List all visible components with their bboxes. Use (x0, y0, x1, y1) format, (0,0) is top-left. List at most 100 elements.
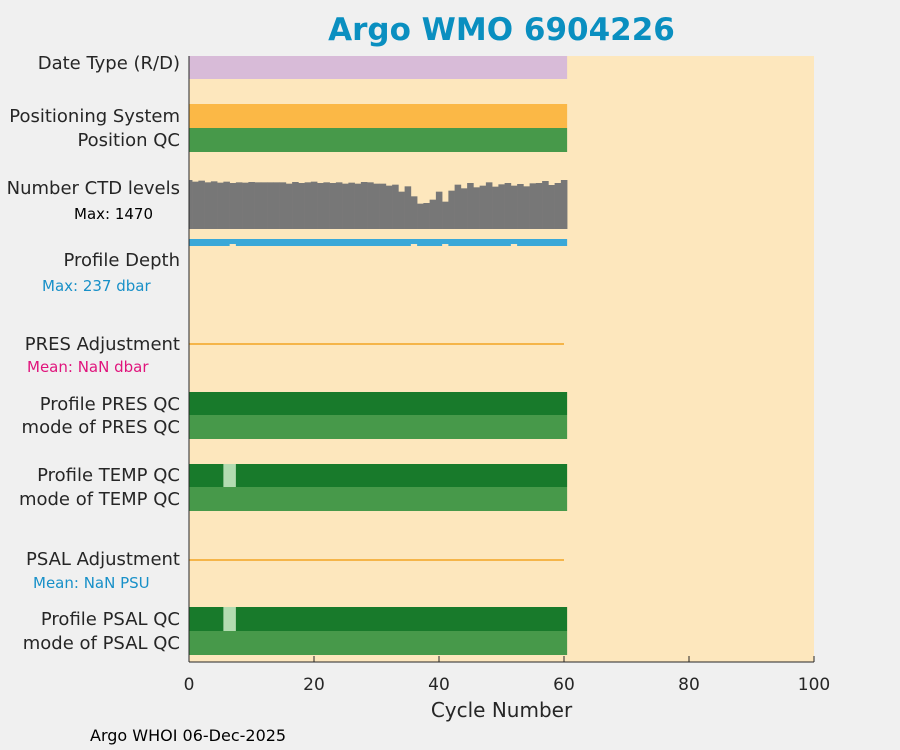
label-positioning-system: Positioning System (9, 106, 180, 127)
ctd-level-bar (423, 203, 430, 229)
ctd-level-bar (323, 182, 330, 229)
ctd-level-bar (548, 185, 555, 229)
x-tick-60: 60 (553, 675, 575, 695)
ctd-level-bar (192, 181, 199, 229)
ctd-level-bar (542, 181, 549, 229)
ctd-max-label: Max: 1470 (74, 205, 154, 223)
ctd-level-bar (304, 182, 312, 229)
bar-profile-depth (189, 239, 568, 246)
ctd-level-bar (460, 188, 468, 229)
ctd-level-bar (348, 182, 355, 229)
ctd-level-bar (204, 182, 212, 229)
ctd-level-bar (242, 182, 249, 229)
ctd-level-bar (335, 182, 343, 229)
ctd-level-bar (467, 183, 474, 229)
ctd-level-bar (373, 183, 380, 229)
ctd-level-bar (517, 184, 524, 229)
bar-mode-temp-qc (189, 487, 568, 511)
x-tick-40: 40 (428, 675, 450, 695)
ctd-level-bar (417, 203, 424, 229)
ctd-level-bar (523, 186, 530, 229)
bar-date-type (189, 56, 568, 79)
ctd-level-bar (292, 182, 299, 229)
psal-qc-exception (223, 607, 236, 631)
ctd-level-bar (267, 182, 274, 229)
depth-gap (510, 244, 518, 246)
ctd-level-bar (260, 182, 268, 229)
ctd-level-bar (504, 183, 512, 229)
chart-title: Argo WMO 6904226 (328, 12, 675, 48)
ctd-level-bar (217, 182, 224, 229)
bar-profile-temp-qc (189, 464, 568, 487)
x-tick-20: 20 (303, 675, 325, 695)
ctd-level-bar (473, 187, 480, 229)
ctd-level-bar (442, 201, 449, 229)
ctd-level-bar (479, 185, 487, 229)
ctd-level-bar (279, 182, 287, 229)
x-tick-100: 100 (797, 675, 831, 695)
ctd-level-bar (273, 182, 280, 229)
depth-gap (442, 244, 449, 246)
label-profile-pres-qc: Profile PRES QC (39, 394, 180, 415)
ctd-level-bar (448, 190, 455, 229)
ctd-level-bar (298, 183, 305, 229)
x-tick-80: 80 (678, 675, 700, 695)
ctd-level-bar (492, 186, 499, 229)
ctd-level-bar (498, 184, 505, 229)
ctd-level-bar (254, 182, 262, 229)
ctd-level-bar (454, 184, 462, 229)
bar-mode-psal-qc (189, 631, 568, 655)
ctd-level-bar (198, 180, 205, 229)
temp-qc-exception (223, 464, 236, 487)
ctd-level-bar (435, 191, 443, 229)
ctd-level-bar (404, 186, 412, 229)
ctd-level-bar (285, 183, 293, 229)
ctd-level-bar (485, 182, 493, 229)
ctd-level-bar (329, 183, 337, 229)
ctd-level-bar (560, 180, 568, 229)
ctd-level-bar (510, 185, 518, 229)
ctd-level-bar (360, 182, 368, 229)
label-position-qc: Position QC (77, 130, 180, 151)
bar-mode-pres-qc (189, 415, 568, 439)
ctd-level-bar (210, 181, 218, 229)
bar-position-qc (189, 128, 568, 152)
ctd-level-bar (342, 183, 349, 229)
label-mode-pres-qc: mode of PRES QC (21, 417, 180, 438)
label-pres-adjustment: PRES Adjustment (24, 334, 180, 355)
label-psal-adjustment: PSAL Adjustment (25, 549, 180, 570)
label-ctd-levels: Number CTD levels (6, 178, 180, 199)
ctd-level-bar (535, 183, 543, 229)
ctd-level-bar (354, 183, 362, 229)
label-profile-temp-qc: Profile TEMP QC (37, 465, 180, 486)
depth-max-label: Max: 237 dbar (42, 277, 151, 295)
label-profile-psal-qc: Profile PSAL QC (40, 609, 180, 630)
label-date-type: Date Type (R/D) (37, 53, 180, 74)
ctd-level-bar (189, 180, 193, 229)
ctd-level-bar (317, 183, 324, 229)
ctd-level-bar (392, 184, 399, 229)
footer-text: Argo WHOI 06-Dec-2025 (90, 726, 287, 745)
depth-gap (410, 244, 418, 246)
ctd-level-bar (410, 196, 418, 229)
bar-profile-pres-qc (189, 392, 568, 415)
ctd-level-bar (398, 191, 405, 229)
ctd-level-bar (235, 182, 243, 229)
label-mode-temp-qc: mode of TEMP QC (18, 489, 180, 510)
x-axis-label: Cycle Number (430, 698, 573, 722)
bar-positioning-system (189, 104, 568, 128)
ctd-level-bar (248, 182, 255, 229)
x-tick-0: 0 (183, 675, 195, 695)
depth-gap (229, 244, 236, 246)
label-mode-psal-qc: mode of PSAL QC (22, 633, 180, 654)
ctd-level-bar (229, 183, 237, 229)
bar-profile-psal-qc (189, 607, 568, 631)
ctd-level-bar (310, 181, 318, 229)
label-profile-depth: Profile Depth (63, 250, 180, 271)
pres-mean-label: Mean: NaN dbar (27, 358, 149, 376)
ctd-level-bar (385, 185, 393, 229)
ctd-level-bar (429, 199, 437, 229)
ctd-level-bar (379, 183, 387, 229)
ctd-level-bar (554, 183, 562, 229)
